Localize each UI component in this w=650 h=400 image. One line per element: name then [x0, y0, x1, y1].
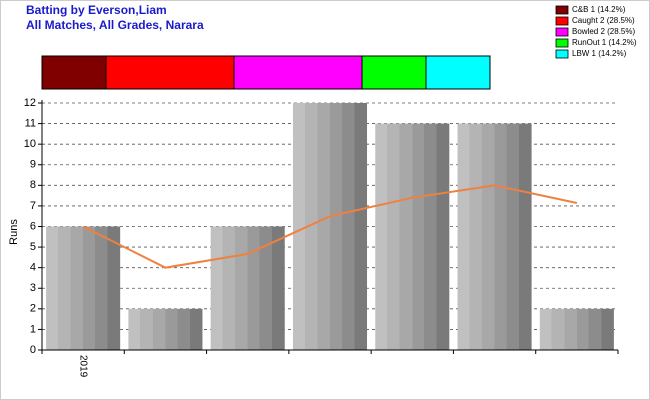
y-tick-label: 4	[30, 262, 36, 274]
legend-label: LBW 1 (14.2%)	[572, 49, 627, 58]
bar	[128, 308, 203, 350]
y-tick-label: 8	[30, 179, 36, 191]
y-tick-label: 3	[30, 282, 36, 294]
chart-subtitle: All Matches, All Grades, Narara	[26, 18, 204, 32]
dismissal-segment	[41, 55, 107, 90]
chart-title: Batting by Everson,Liam	[26, 3, 167, 17]
legend-swatch	[555, 16, 569, 26]
legend-label: C&B 1 (14.2%)	[572, 5, 626, 14]
y-tick-label: 2	[30, 303, 36, 315]
legend-label: Caught 2 (28.5%)	[572, 16, 635, 25]
y-tick-label: 9	[30, 159, 36, 171]
y-tick-label: 12	[24, 97, 36, 109]
bar	[457, 123, 532, 350]
y-tick-label: 0	[30, 344, 36, 356]
dismissal-segment	[105, 55, 235, 90]
legend-swatch	[555, 27, 569, 37]
line	[82, 184, 578, 269]
bar	[46, 226, 121, 350]
y-tick-label: 6	[30, 220, 36, 232]
legend-label: RunOut 1 (14.2%)	[572, 38, 637, 47]
legend-swatch	[555, 5, 569, 15]
y-tick-label: 5	[30, 241, 36, 253]
bar	[375, 123, 450, 350]
legend-swatch	[555, 38, 569, 48]
bar	[539, 308, 614, 350]
legend-label: Bowled 2 (28.5%)	[572, 27, 635, 36]
dismissal-segment	[425, 55, 491, 90]
x-tick-label: 2019	[78, 355, 89, 378]
y-tick-label: 11	[25, 117, 36, 129]
y-tick-label: 7	[30, 200, 36, 212]
y-tick-label: 10	[24, 138, 36, 150]
dismissal-segment	[233, 55, 363, 90]
legend-swatch	[555, 49, 569, 59]
dismissal-segment	[361, 55, 427, 90]
y-tick-label: 1	[30, 323, 36, 335]
bar	[210, 226, 285, 350]
y-axis-label: Runs	[8, 219, 20, 245]
bar	[292, 103, 368, 350]
